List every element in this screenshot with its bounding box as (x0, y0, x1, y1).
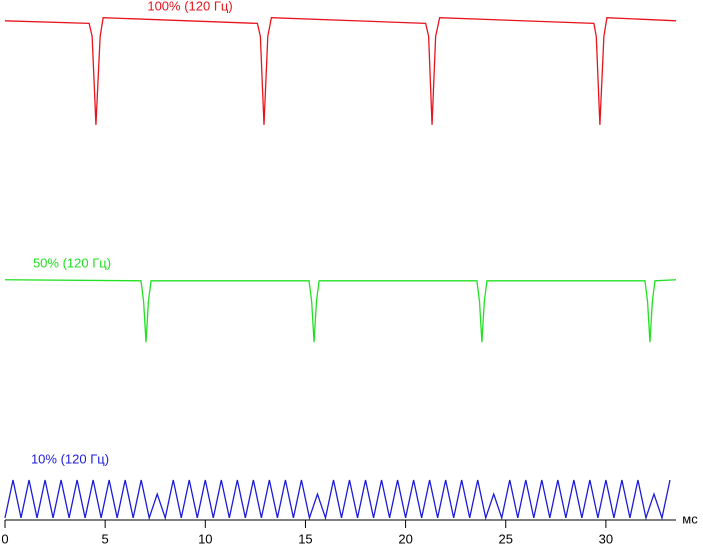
x-tick-label: 20 (398, 531, 412, 546)
trace (4, 479, 671, 521)
x-tick-label: 10 (198, 531, 212, 546)
x-tick-label: 5 (102, 531, 109, 546)
series-label: 10% (120 Гц) (31, 451, 109, 466)
x-tick-label: 25 (499, 531, 513, 546)
trace (4, 279, 677, 343)
x-tick-label: 15 (298, 531, 312, 546)
x-tick-label: 30 (599, 531, 613, 546)
trace (4, 17, 677, 125)
x-tick-label: 0 (1, 531, 8, 546)
series-label: 50% (120 Гц) (33, 255, 111, 270)
x-axis-label: мс (682, 511, 698, 526)
series-label: 100% (120 Гц) (147, 0, 232, 13)
